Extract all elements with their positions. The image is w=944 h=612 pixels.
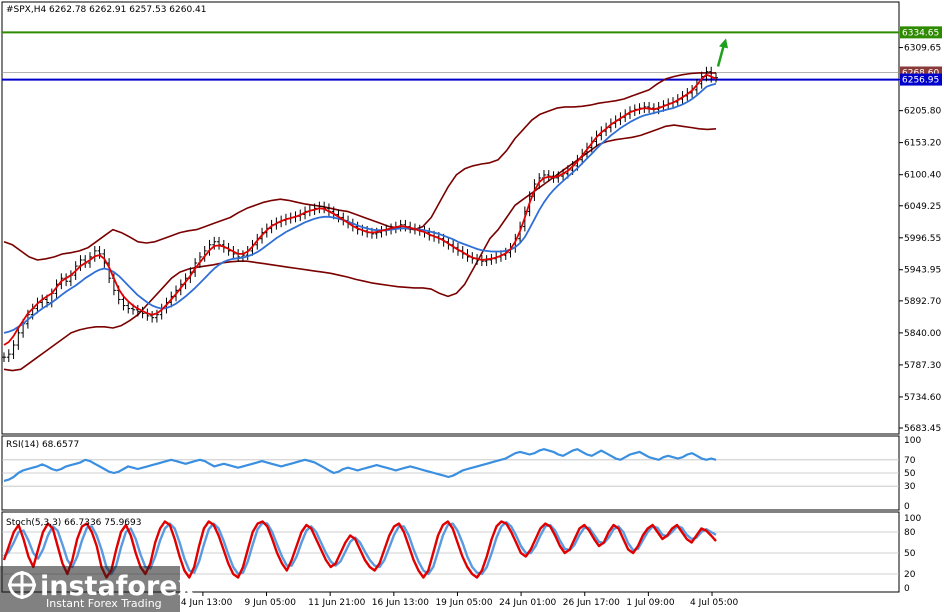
logo-text: instaforex xyxy=(40,571,195,602)
ma-fast-line xyxy=(3,73,717,346)
resistance-tag-label: 6334.65 xyxy=(902,28,939,38)
y-tick-label: 6309.65 xyxy=(904,44,941,54)
rsi-tick-label: 50 xyxy=(904,469,916,479)
y-tick-label: 5996.55 xyxy=(904,234,941,244)
x-tick-label: 1 Jul 09:00 xyxy=(626,598,675,608)
stoch-tick-label: 20 xyxy=(904,570,916,580)
y-tick-label: 5892.70 xyxy=(904,297,941,307)
x-tick-label: 4 Jul 05:00 xyxy=(690,598,739,608)
x-tick-label: 19 Jun 05:00 xyxy=(435,598,492,608)
y-tick-label: 6100.40 xyxy=(904,171,941,181)
rsi-tick-label: 0 xyxy=(904,502,910,512)
y-tick-label: 5734.60 xyxy=(904,393,941,403)
logo-star-icon xyxy=(8,571,36,599)
instaforex-logo: instaforex Instant Forex Trading xyxy=(0,566,195,612)
bollinger-lower-line xyxy=(3,124,717,372)
up-arrow-head-icon xyxy=(719,38,728,49)
x-tick-label: 9 Jun 05:00 xyxy=(245,598,297,608)
rsi-header: RSI(14) 68.6577 xyxy=(6,440,79,450)
rsi-line xyxy=(3,448,717,482)
resistance-tag xyxy=(900,26,942,39)
stoch-tick-label: 50 xyxy=(904,549,916,559)
y-tick-label: 6205.80 xyxy=(904,107,941,117)
stoch-tick-label: 80 xyxy=(904,528,916,538)
main-panel xyxy=(1,1,900,435)
support-tag xyxy=(900,73,942,86)
x-tick-label: 11 Jun 21:00 xyxy=(308,598,365,608)
y-tick-label: 5840.00 xyxy=(904,329,941,339)
x-tick-label: 16 Jun 13:00 xyxy=(372,598,429,608)
stoch-tick-label: 100 xyxy=(904,514,921,524)
symbol-header: #SPX,H4 6262.78 6262.91 6257.53 6260.41 xyxy=(6,5,207,15)
stoch-signal-line xyxy=(3,521,717,576)
logo-tagline: Instant Forex Trading xyxy=(46,597,162,610)
last price-tag-label: 6268.60 xyxy=(902,68,939,78)
ma-slow-line xyxy=(3,82,717,334)
stoch-main-line xyxy=(2,520,717,579)
rsi-tick-label: 30 xyxy=(904,482,916,492)
stoch-tick-label: 0 xyxy=(904,584,910,594)
y-tick-label: 5787.30 xyxy=(904,361,941,371)
x-tick-label: 24 Jun 01:00 xyxy=(499,598,556,608)
rsi-tick-label: 100 xyxy=(904,436,921,446)
rsi-tick-label: 70 xyxy=(904,456,916,466)
y-tick-label: 6049.25 xyxy=(904,202,941,212)
y-tick-label: 5683.45 xyxy=(904,424,941,434)
support-tag-label: 6256.95 xyxy=(902,76,939,86)
stoch-header: Stoch(5,3,3) 66.7336 75.9693 xyxy=(6,518,141,528)
bollinger-upper-line xyxy=(3,72,716,261)
up-arrow-icon xyxy=(716,44,726,67)
x-tick-label: 4 Jun 13:00 xyxy=(181,598,233,608)
x-tick-label: 26 Jun 17:00 xyxy=(563,598,620,608)
y-tick-label: 5943.95 xyxy=(904,266,941,276)
y-tick-label: 6153.20 xyxy=(904,139,941,149)
